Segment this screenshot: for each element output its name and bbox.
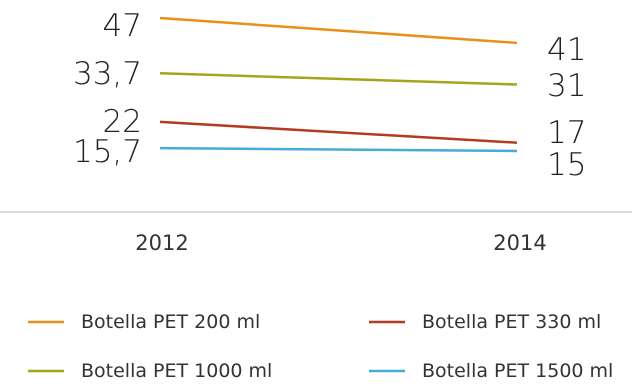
- series-lines: [159, 16, 518, 153]
- data-label: 15,7: [73, 134, 142, 170]
- x-tick-label: 2014: [493, 231, 546, 255]
- x-tick-label: 2012: [135, 231, 188, 255]
- data-label: 22: [103, 104, 142, 140]
- data-label: 33,7: [73, 56, 142, 92]
- data-label: 41: [547, 32, 586, 68]
- legend-label: Botella PET 1000 ml: [81, 360, 272, 382]
- value-labels: 47 41 22 17 33,7 31 15,7 15: [73, 8, 586, 183]
- series-line: [159, 146, 518, 153]
- data-label: 17: [547, 115, 586, 151]
- legend: Botella PET 200 ml Botella PET 330 ml Bote…: [28, 311, 613, 382]
- series-line: [159, 16, 518, 45]
- data-label: 47: [103, 8, 142, 44]
- data-label: 15: [547, 147, 586, 183]
- legend-label: Botella PET 200 ml: [81, 311, 260, 333]
- series-line: [159, 120, 518, 144]
- data-label: 31: [547, 68, 586, 104]
- legend-label: Botella PET 330 ml: [422, 311, 601, 333]
- x-axis-ticks: 2012 2014: [135, 231, 546, 255]
- series-line: [159, 72, 518, 86]
- legend-label: Botella PET 1500 ml: [422, 360, 613, 382]
